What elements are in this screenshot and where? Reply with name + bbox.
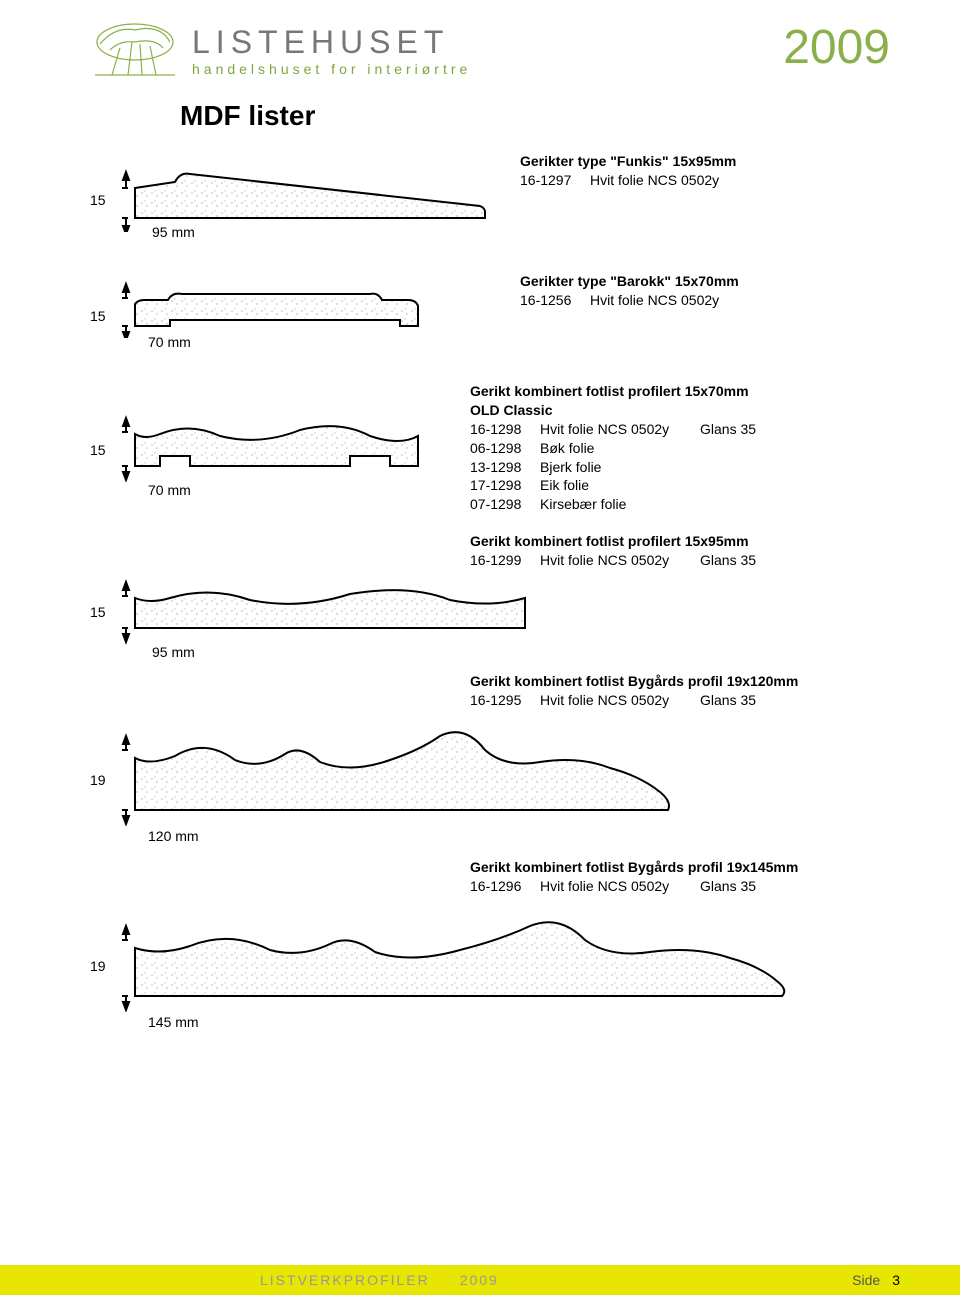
header: LISTEHUSET handelshuset for interiørtre …	[0, 0, 960, 90]
section-bygards145: Gerikt kombinert fotlist Bygårds profil …	[90, 858, 890, 1038]
footer-year: 2009	[460, 1272, 499, 1288]
footer: LISTVERKPROFILER 2009 Side 3	[0, 1265, 960, 1295]
dim-vertical: 19	[90, 958, 106, 974]
dim-vertical: 15	[90, 604, 106, 620]
logo-subtitle: handelshuset for interiørtre	[192, 61, 471, 77]
section-oldclassic: 15 70 mm Gerikt kombinert fotlist profil…	[90, 382, 890, 522]
profile-funkis-icon	[120, 160, 490, 232]
dim-horizontal: 120 mm	[148, 828, 199, 844]
section-profilert95: Gerikt kombinert fotlist profilert 15x95…	[90, 532, 890, 662]
desc-title: Gerikt kombinert fotlist profilert 15x70…	[470, 382, 756, 401]
dim-horizontal: 70 mm	[148, 482, 191, 498]
desc-title: Gerikt kombinert fotlist Bygårds profil …	[470, 672, 798, 691]
logo-block: LISTEHUSET handelshuset for interiørtre	[90, 20, 471, 80]
dim-vertical: 15	[90, 442, 106, 458]
catalogue-year: 2009	[783, 20, 890, 75]
profile-bygards120-icon	[120, 716, 680, 826]
desc-title: Gerikt kombinert fotlist profilert 15x95…	[470, 532, 756, 551]
dim-vertical: 19	[90, 772, 106, 788]
profile-oldclassic-icon	[120, 412, 430, 482]
footer-side-label: Side	[852, 1272, 880, 1288]
dim-horizontal: 95 mm	[152, 224, 195, 240]
desc-title: Gerikter type "Barokk" 15x70mm	[520, 272, 750, 291]
desc-bygards145: Gerikt kombinert fotlist Bygårds profil …	[470, 858, 798, 896]
dim-horizontal: 70 mm	[148, 334, 191, 350]
desc-funkis: Gerikter type "Funkis" 15x95mm 16-1297Hv…	[520, 152, 750, 190]
desc-barokk: Gerikter type "Barokk" 15x70mm 16-1256Hv…	[520, 272, 750, 310]
tree-icon	[90, 20, 180, 80]
footer-text: LISTVERKPROFILER	[260, 1272, 430, 1288]
section-bygards120: Gerikt kombinert fotlist Bygårds profil …	[90, 672, 890, 852]
footer-page-no: 3	[892, 1272, 900, 1288]
dim-vertical: 15	[90, 308, 106, 324]
desc-subtitle: OLD Classic	[470, 401, 756, 420]
desc-oldclassic: Gerikt kombinert fotlist profilert 15x70…	[470, 382, 756, 514]
page-title: MDF lister	[180, 100, 960, 132]
desc-profilert95: Gerikt kombinert fotlist profilert 15x95…	[470, 532, 756, 570]
desc-bygards120: Gerikt kombinert fotlist Bygårds profil …	[470, 672, 798, 710]
profile-profilert95-icon	[120, 578, 540, 646]
profile-bygards145-icon	[120, 902, 790, 1012]
dim-horizontal: 95 mm	[152, 644, 195, 660]
dim-horizontal: 145 mm	[148, 1014, 199, 1030]
section-funkis: 15 95 mm Gerikter type "Funkis" 15x95mm …	[90, 152, 890, 262]
section-barokk: 15 70 mm Gerikter type "Barokk" 15x70mm …	[90, 272, 890, 372]
desc-title: Gerikter type "Funkis" 15x95mm	[520, 152, 750, 171]
desc-title: Gerikt kombinert fotlist Bygårds profil …	[470, 858, 798, 877]
profile-barokk-icon	[120, 278, 430, 338]
dim-vertical: 15	[90, 192, 106, 208]
logo-title: LISTEHUSET	[192, 24, 471, 61]
